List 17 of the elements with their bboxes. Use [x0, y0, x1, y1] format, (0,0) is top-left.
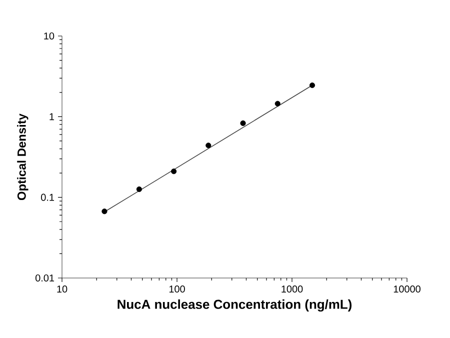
x-tick-label: 1000 — [282, 286, 303, 293]
x-tick-label: 100 — [169, 286, 185, 293]
x-axis-title: NucA nuclease Concentration (ng/mL) — [118, 299, 352, 312]
point — [274, 100, 280, 106]
point — [171, 168, 177, 174]
point — [309, 82, 316, 88]
x-tick-label: 10 — [57, 286, 68, 293]
point — [206, 142, 212, 148]
y-axis-title: Optical Density — [17, 114, 28, 200]
y-tick-label: 0.01 — [35, 274, 54, 282]
point — [240, 120, 246, 126]
x-tick-label: 10000 — [394, 286, 420, 293]
point — [102, 208, 108, 214]
y-tick-label: 1 — [50, 113, 54, 120]
y-tick-label: 10 — [44, 32, 54, 40]
y-tick-label: 0.1 — [41, 194, 54, 201]
point — [136, 186, 142, 192]
